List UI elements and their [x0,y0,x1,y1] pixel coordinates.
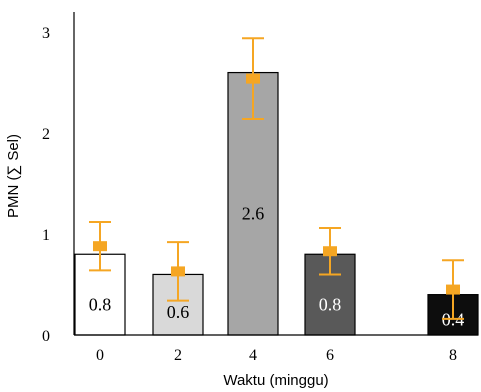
mean-marker [171,266,185,277]
mean-marker [246,73,260,84]
data-labels: 0.80.62.60.80.4 [89,204,465,330]
bars [74,71,479,336]
y-tick-label: 2 [42,126,50,143]
data-label: 0.8 [89,294,112,314]
y-tick-label: 0 [42,328,50,345]
mean-marker [93,241,107,252]
data-label: 2.6 [242,204,265,224]
bar [304,253,356,336]
y-tick-label: 1 [42,227,50,244]
data-label: 0.8 [319,294,342,314]
x-axis-title: Waktu (minggu) [223,372,328,389]
y-axis-title: PMN (∑ Sel) [5,134,22,218]
mean-marker [446,284,460,295]
x-tick-label: 2 [174,347,182,364]
error-bars [89,37,464,320]
x-tick-labels: 0 2 4 6 8 [96,347,457,364]
y-tick-labels: 0 1 2 3 [42,25,50,345]
x-tick-label: 8 [449,347,457,364]
mean-marker [323,246,337,257]
x-tick-label: 6 [326,347,334,364]
data-label: 0.6 [167,302,190,322]
x-tick-label: 0 [96,347,104,364]
y-tick-label: 3 [42,25,50,42]
x-tick-label: 4 [249,347,257,364]
